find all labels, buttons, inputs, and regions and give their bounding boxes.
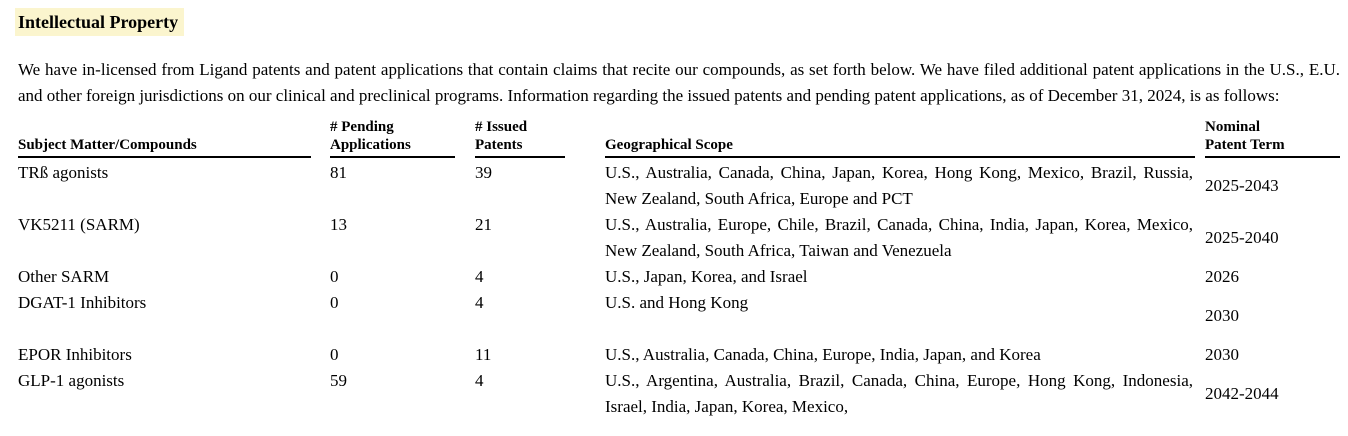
cell-issued: 39 [475,163,492,182]
cell-term: 2030 [1205,345,1239,364]
col-header-pending: # Pending Applications [330,118,475,158]
table-row-epor: EPOR Inhibitors 0 11 U.S., Australia, Ca… [18,342,1340,368]
cell-issued: 4 [475,267,484,286]
col-header-scope: Geographical Scope [605,118,1205,158]
patent-table-body: TRß agonists 81 39 U.S., Australia, Cana… [18,158,1340,420]
cell-scope-text: U.S., Argentina, Australia, Brazil, Cana… [605,371,1193,416]
cell-scope-text: U.S., Australia, Canada, China, Europe, … [605,345,1041,364]
cell-pending: 0 [330,293,339,312]
col-header-pending-line2: Applications [330,137,411,153]
cell-term: 2030 [1205,306,1239,325]
cell-scope: U.S., Australia, Europe, Chile, Brazil, … [605,212,1205,264]
cell-term: 2026 [1205,267,1239,286]
table-row-glp1: GLP-1 agonists 59 4 U.S., Argentina, Aus… [18,368,1340,420]
cell-pending: 0 [330,345,339,364]
cell-term: 2025-2040 [1205,228,1279,247]
cell-scope: U.S., Australia, Canada, China, Europe, … [605,342,1205,368]
table-row-vk5211: VK5211 (SARM) 13 21 U.S., Australia, Eur… [18,212,1340,264]
patent-table-header: Subject Matter/Compounds # Pending Appli… [18,118,1340,158]
cell-subject: EPOR Inhibitors [18,345,132,364]
cell-issued: 4 [475,293,484,312]
cell-scope: U.S., Japan, Korea, and Israel [605,264,1205,290]
cell-scope: U.S. and Hong Kong [605,290,1205,342]
col-header-subject-line1: Subject Matter/Compounds [18,137,197,153]
header-row: Subject Matter/Compounds # Pending Appli… [18,118,1340,158]
cell-subject: DGAT-1 Inhibitors [18,293,147,312]
cell-scope: U.S., Argentina, Australia, Brazil, Cana… [605,368,1205,420]
section-heading: Intellectual Property [15,8,185,36]
cell-subject: VK5211 (SARM) [18,215,140,234]
cell-subject: TRß agonists [18,163,109,182]
document-page: Intellectual Property We have in-license… [15,8,1340,420]
patent-table: Subject Matter/Compounds # Pending Appli… [18,118,1340,420]
cell-term: 2025-2043 [1205,176,1279,195]
cell-issued: 4 [475,371,484,390]
cell-issued: 11 [475,345,492,364]
intro-paragraph: We have in-licensed from Ligand patents … [18,60,1340,105]
col-header-issued-line2: Patents [475,137,523,153]
cell-pending: 0 [330,267,339,286]
cell-term: 2042-2044 [1205,384,1279,403]
cell-pending: 13 [330,215,347,234]
cell-scope-text: U.S. and Hong Kong [605,293,749,312]
col-header-term-line1: Nominal [1205,119,1261,135]
col-header-issued-line1: # Issued [475,119,528,135]
col-header-term-line2: Patent Term [1205,137,1285,153]
cell-scope-text: U.S., Australia, Canada, China, Japan, K… [605,163,1193,208]
col-header-pending-line1: # Pending [330,119,394,135]
cell-issued: 21 [475,215,492,234]
cell-pending: 59 [330,371,347,390]
cell-scope-text: U.S., Japan, Korea, and Israel [605,267,808,286]
table-row-trb-agonists: TRß agonists 81 39 U.S., Australia, Cana… [18,158,1340,212]
cell-subject: Other SARM [18,267,110,286]
cell-scope: U.S., Australia, Canada, China, Japan, K… [605,158,1205,212]
table-row-dgat1: DGAT-1 Inhibitors 0 4 U.S. and Hong Kong… [18,290,1340,342]
cell-subject: GLP-1 agonists [18,371,125,390]
col-header-subject: Subject Matter/Compounds [18,118,330,158]
cell-scope-text: U.S., Australia, Europe, Chile, Brazil, … [605,215,1193,260]
col-header-scope-line1: Geographical Scope [605,137,733,153]
cell-pending: 81 [330,163,347,182]
table-row-other-sarm: Other SARM 0 4 U.S., Japan, Korea, and I… [18,264,1340,290]
col-header-issued: # Issued Patents [475,118,605,158]
col-header-term: Nominal Patent Term [1205,118,1340,158]
